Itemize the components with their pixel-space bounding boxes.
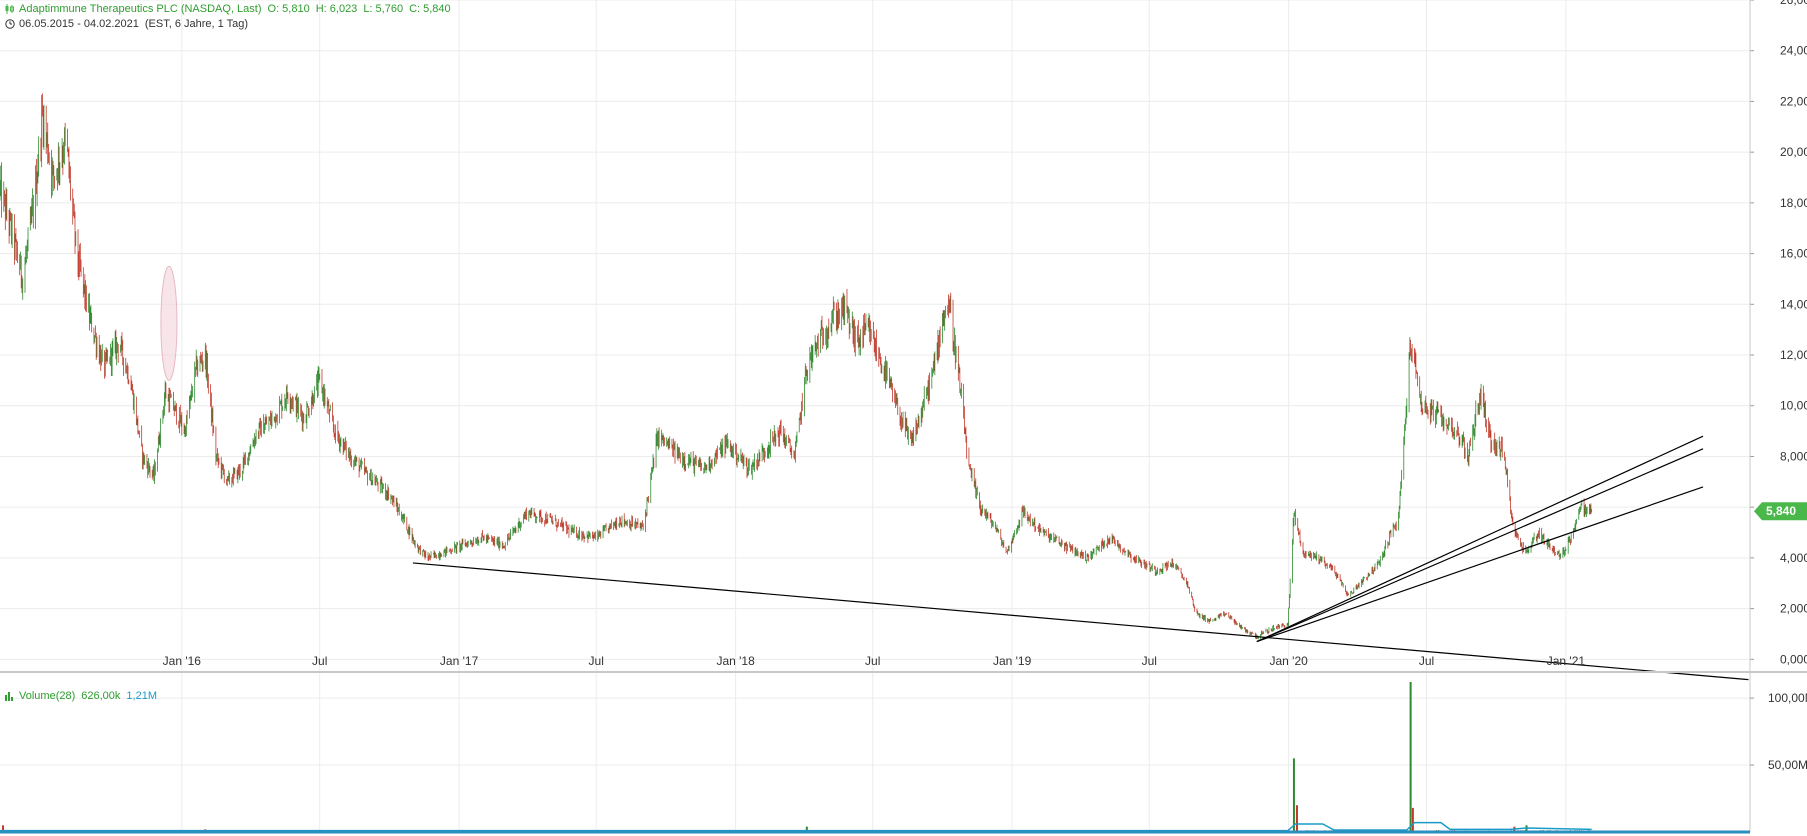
volume-header: Volume(28) 626,00k 1,21M bbox=[5, 690, 163, 702]
y-tick-label: 14,000 bbox=[1780, 297, 1807, 311]
x-tick-label: Jan '18 bbox=[716, 654, 755, 668]
y-tick-label: 8,000 bbox=[1780, 449, 1807, 463]
y-tick-label: 4,000 bbox=[1780, 551, 1807, 565]
price-candles bbox=[0, 93, 1593, 640]
y-tick-label: 0,000 bbox=[1780, 652, 1807, 666]
highlight-marker bbox=[160, 265, 178, 381]
date-range-line: 06.05.2015 - 04.02.2021 (EST, 6 Jahre, 1… bbox=[5, 18, 254, 30]
low-value: L: 5,760 bbox=[363, 3, 404, 15]
volume-ma-value: 1,21M bbox=[126, 690, 157, 702]
x-tick-label: Jan '16 bbox=[163, 654, 202, 668]
trendline bbox=[1256, 448, 1704, 643]
bar-chart-icon bbox=[5, 692, 13, 701]
volume-tick-label: 50,00M bbox=[1768, 758, 1807, 772]
volume-moving-average bbox=[0, 821, 1592, 832]
x-tick-label: Jul bbox=[589, 654, 604, 668]
volume-tick-label: 100,00M bbox=[1768, 691, 1807, 705]
x-tick-label: Jan '19 bbox=[993, 654, 1032, 668]
y-tick-label: 16,000 bbox=[1780, 247, 1807, 261]
volume-value: 626,00k bbox=[81, 690, 121, 702]
x-tick-label: Jul bbox=[1142, 654, 1157, 668]
volume-label: Volume(28) bbox=[19, 690, 76, 702]
trendline bbox=[1256, 435, 1704, 643]
clock-icon bbox=[5, 19, 15, 29]
x-tick-label: Jan '21 bbox=[1547, 654, 1586, 668]
last-price-label: 5,840 bbox=[1766, 504, 1796, 518]
close-value: C: 5,840 bbox=[409, 3, 451, 15]
range-info: (EST, 6 Jahre, 1 Tag) bbox=[144, 18, 249, 30]
chart-title: Adaptimmune Therapeutics PLC (NASDAQ, La… bbox=[19, 3, 262, 15]
y-tick-label: 18,000 bbox=[1780, 196, 1807, 210]
x-tick-label: Jul bbox=[1419, 654, 1434, 668]
trendline bbox=[412, 562, 1749, 681]
y-tick-label: 22,000 bbox=[1780, 94, 1807, 108]
y-tick-label: 20,000 bbox=[1780, 145, 1807, 159]
candlestick-icon bbox=[5, 4, 14, 14]
volume-bars bbox=[0, 682, 1592, 832]
y-tick-label: 24,000 bbox=[1780, 44, 1807, 58]
x-tick-label: Jan '20 bbox=[1269, 654, 1308, 668]
x-tick-label: Jul bbox=[312, 654, 327, 668]
y-tick-label: 12,000 bbox=[1780, 348, 1807, 362]
open-value: O: 5,810 bbox=[267, 3, 310, 15]
date-range: 06.05.2015 - 04.02.2021 bbox=[19, 18, 139, 30]
x-tick-label: Jan '17 bbox=[440, 654, 479, 668]
x-tick-label: Jul bbox=[865, 654, 880, 668]
chart-header: Adaptimmune Therapeutics PLC (NASDAQ, La… bbox=[5, 3, 457, 15]
y-tick-label: 2,000 bbox=[1780, 602, 1807, 616]
high-value: H: 6,023 bbox=[315, 3, 358, 15]
trendline bbox=[1256, 486, 1704, 643]
highlight-ellipse bbox=[160, 265, 178, 381]
volume-grid-lines bbox=[0, 697, 1750, 766]
y-tick-label: 26,000 bbox=[1780, 0, 1807, 7]
y-tick-label: 10,000 bbox=[1780, 399, 1807, 413]
trendlines bbox=[412, 435, 1749, 681]
grid-lines bbox=[0, 0, 1750, 832]
last-price-tag bbox=[1754, 502, 1807, 521]
